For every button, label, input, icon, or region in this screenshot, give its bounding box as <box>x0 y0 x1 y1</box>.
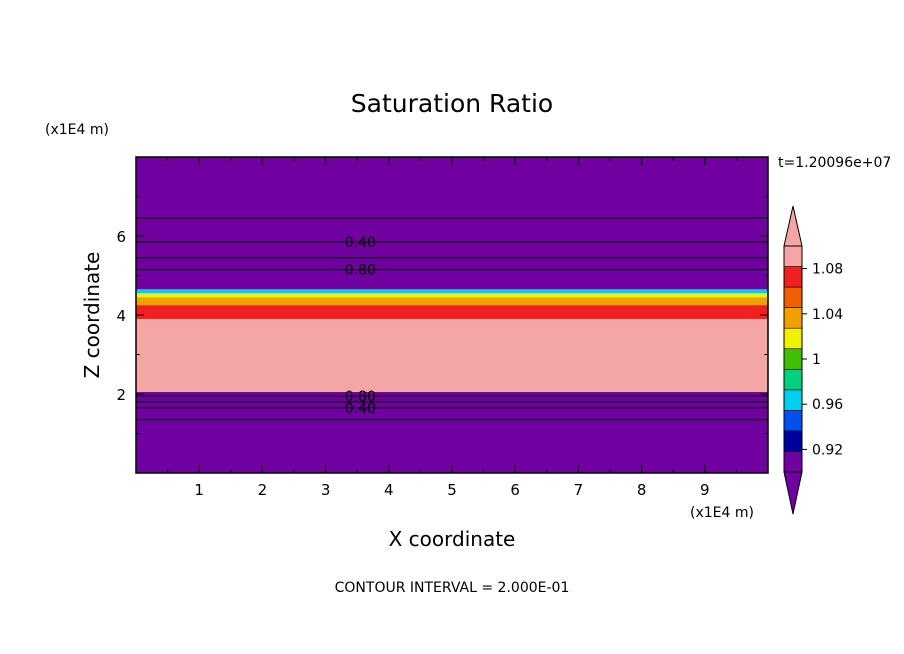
colorbar-segment-3 <box>783 389 803 411</box>
colorbar-segment-2 <box>783 410 803 432</box>
x-tick-label-1: 2 <box>258 481 268 499</box>
x-tick-label-0: 1 <box>194 481 204 499</box>
x-axis-ticks: 1 2 3 4 5 6 7 8 9 <box>167 157 737 499</box>
x-axis-label: X coordinate <box>389 527 516 551</box>
x-tick-label-3: 4 <box>384 481 394 499</box>
colorbar-segment-7 <box>783 307 803 329</box>
contour-labels: 0.400.800.800.40 <box>345 235 376 417</box>
y-unit-label: (x1E4 m) <box>45 122 109 138</box>
colorbar-tick-label-2: 1 <box>812 352 821 368</box>
colorbar-segment-0 <box>783 451 803 473</box>
time-label: t=1.20096e+07 <box>778 155 891 171</box>
contour-label-0: 0.40 <box>345 235 376 251</box>
x-unit-label: (x1E4 m) <box>690 505 754 521</box>
colorbar-segment-8 <box>783 286 803 308</box>
colorbar-segment-6 <box>783 327 803 350</box>
colorbar-segment-4 <box>783 368 803 391</box>
colorbar-segment-9 <box>783 266 803 288</box>
chart-title: Saturation Ratio <box>351 89 553 118</box>
contour-interval-label: CONTOUR INTERVAL = 2.000E-01 <box>335 580 570 596</box>
x-tick-label-7: 8 <box>637 481 647 499</box>
y-tick-label-1: 4 <box>116 307 126 325</box>
contour-band-0 <box>136 392 768 473</box>
colorbar-under-arrow <box>783 471 803 515</box>
contour-band-6 <box>136 157 768 290</box>
contour-label-2: 0.80 <box>345 389 376 405</box>
y-axis-ticks: 2 4 6 <box>116 196 768 434</box>
colorbar: 1.08 1.04 1 0.96 0.92 <box>783 205 843 515</box>
colorbar-tick-label-0: 1.08 <box>812 262 843 278</box>
y-tick-label-2: 6 <box>116 228 126 246</box>
x-tick-label-6: 7 <box>574 481 584 499</box>
colorbar-tick-label-3: 0.96 <box>812 397 843 413</box>
colorbar-segment-10 <box>783 245 803 267</box>
contour-label-3: 0.40 <box>345 401 376 417</box>
colorbar-segment-1 <box>783 430 803 452</box>
colorbar-tick-label-4: 0.92 <box>812 442 843 458</box>
contour-band-5 <box>136 289 768 294</box>
contour-band-3 <box>136 297 768 306</box>
colorbar-tick-label-1: 1.04 <box>812 307 843 323</box>
contour-band-1 <box>136 318 768 393</box>
x-tick-label-5: 6 <box>510 481 520 499</box>
contour-band-4 <box>136 293 768 298</box>
y-tick-label-0: 2 <box>116 386 126 404</box>
x-tick-label-2: 3 <box>321 481 331 499</box>
x-tick-label-4: 5 <box>447 481 457 499</box>
colorbar-segment-5 <box>783 348 803 370</box>
plot-area <box>136 157 768 473</box>
contour-band-2 <box>136 305 768 319</box>
colorbar-over-arrow <box>783 205 803 247</box>
contour-lines <box>136 217 768 421</box>
contour-label-1: 0.80 <box>345 263 376 279</box>
x-tick-label-8: 9 <box>700 481 710 499</box>
y-axis-label: Z coordinate <box>80 252 104 379</box>
